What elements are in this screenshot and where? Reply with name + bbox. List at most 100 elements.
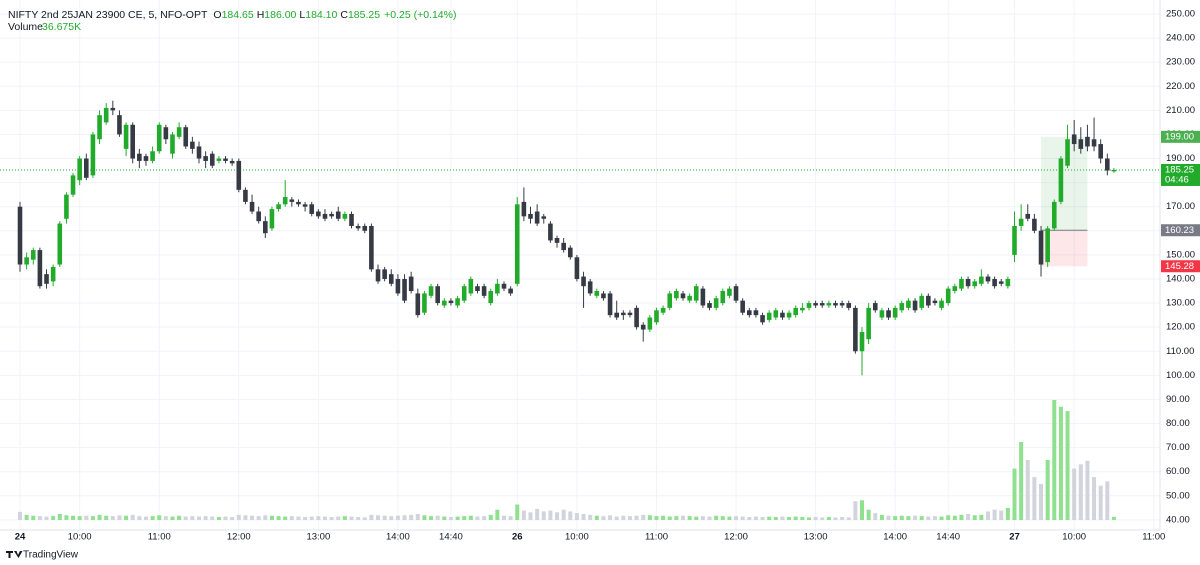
volume-bar	[826, 517, 831, 520]
candle-body	[448, 300, 454, 304]
stop-box	[1161, 260, 1200, 273]
candle-body	[44, 274, 49, 284]
candle-body	[143, 156, 149, 161]
candle-body	[1025, 213, 1031, 219]
volume-bar	[442, 516, 447, 520]
volume-bar	[104, 515, 109, 520]
volume-bar	[369, 514, 374, 520]
candle-body	[97, 115, 102, 140]
volume-value: 36.675K	[42, 21, 81, 33]
volume-bar	[170, 516, 175, 520]
candle-body	[349, 213, 354, 226]
volume-bar	[840, 517, 845, 520]
candle-body	[985, 276, 991, 282]
candle-body	[853, 307, 858, 352]
candle-body	[727, 288, 732, 296]
volume-bar	[681, 515, 685, 520]
volume-bar	[422, 515, 427, 520]
candle-body	[879, 310, 885, 318]
volume-bar	[18, 511, 22, 520]
volume-bar	[415, 514, 420, 520]
volume-bar	[289, 516, 294, 520]
volume-bar	[250, 515, 255, 520]
volume-bar	[1058, 406, 1063, 520]
y-tick-label: 60.00	[1166, 466, 1190, 477]
candle-body	[601, 293, 606, 299]
volume-bar	[197, 516, 202, 520]
candle-body	[720, 291, 726, 304]
candle-body	[859, 331, 865, 352]
candle-body	[992, 278, 997, 287]
volume-bar	[1078, 464, 1083, 520]
candle-body	[316, 211, 321, 217]
volume-bar	[979, 514, 984, 520]
candle-body	[521, 201, 527, 217]
candle-body	[906, 300, 911, 308]
volume-bar	[455, 516, 460, 520]
candle-body	[289, 199, 295, 202]
volume-bar	[568, 511, 573, 520]
volume-bar	[462, 516, 467, 520]
candle-body	[203, 156, 208, 161]
candle-body	[455, 298, 460, 306]
candle-body	[402, 278, 407, 301]
volume-bar	[588, 514, 593, 520]
candle-body	[508, 288, 513, 294]
candle-body	[733, 286, 739, 301]
volume-bar	[515, 504, 520, 520]
candle-body	[932, 300, 938, 304]
candle-body	[766, 312, 772, 320]
candle-body	[282, 197, 288, 205]
volume-bar	[276, 516, 281, 520]
candle-body	[614, 312, 619, 318]
candle-body	[667, 293, 673, 308]
volume-bar	[740, 516, 745, 520]
volume-bar	[44, 516, 49, 520]
candle-body	[541, 216, 547, 219]
volume-bar	[866, 509, 871, 520]
volume-bar	[654, 516, 659, 520]
volume-bar	[362, 517, 367, 520]
candle-body	[216, 158, 222, 161]
candle-body	[130, 124, 136, 159]
volume-bar	[641, 514, 646, 520]
candle-body	[826, 303, 832, 306]
x-tick-label: 26	[512, 532, 523, 543]
candle-body	[408, 276, 414, 292]
volume-bar	[283, 516, 288, 520]
volume-bar	[959, 514, 964, 520]
candle-body	[17, 206, 23, 265]
volume-bar	[985, 511, 990, 520]
candle-body	[362, 225, 368, 231]
ohlc-label: O	[213, 9, 221, 21]
candle-body	[1065, 139, 1070, 166]
candle-body	[700, 288, 706, 306]
volume-bar	[661, 515, 666, 520]
candle-body	[110, 107, 116, 111]
volume-bar	[263, 515, 268, 520]
volume-bar	[886, 515, 891, 520]
volume-bar	[303, 517, 308, 520]
volume-bar	[508, 516, 513, 520]
candle-body	[461, 286, 467, 301]
volume-bar	[906, 516, 911, 520]
volume-bar	[389, 516, 394, 520]
volume-label: Volume	[8, 21, 43, 33]
candle-body	[296, 201, 301, 205]
x-tick-label: 13:00	[306, 532, 330, 543]
volume-bar	[316, 516, 321, 520]
candle-body	[342, 213, 348, 219]
volume-bar	[548, 510, 553, 520]
candle-body	[1085, 136, 1090, 147]
volume-bar	[97, 514, 102, 520]
candle-body	[190, 141, 195, 149]
volume-bar	[674, 516, 679, 520]
candle-body	[137, 153, 142, 161]
volume-layer	[18, 400, 1116, 520]
profit-zone	[1041, 136, 1088, 231]
volume-bar	[780, 516, 785, 520]
candle-body	[594, 291, 600, 296]
y-tick-label: 80.00	[1166, 418, 1190, 429]
candle-body	[567, 247, 573, 258]
volume-bar	[1085, 460, 1090, 520]
